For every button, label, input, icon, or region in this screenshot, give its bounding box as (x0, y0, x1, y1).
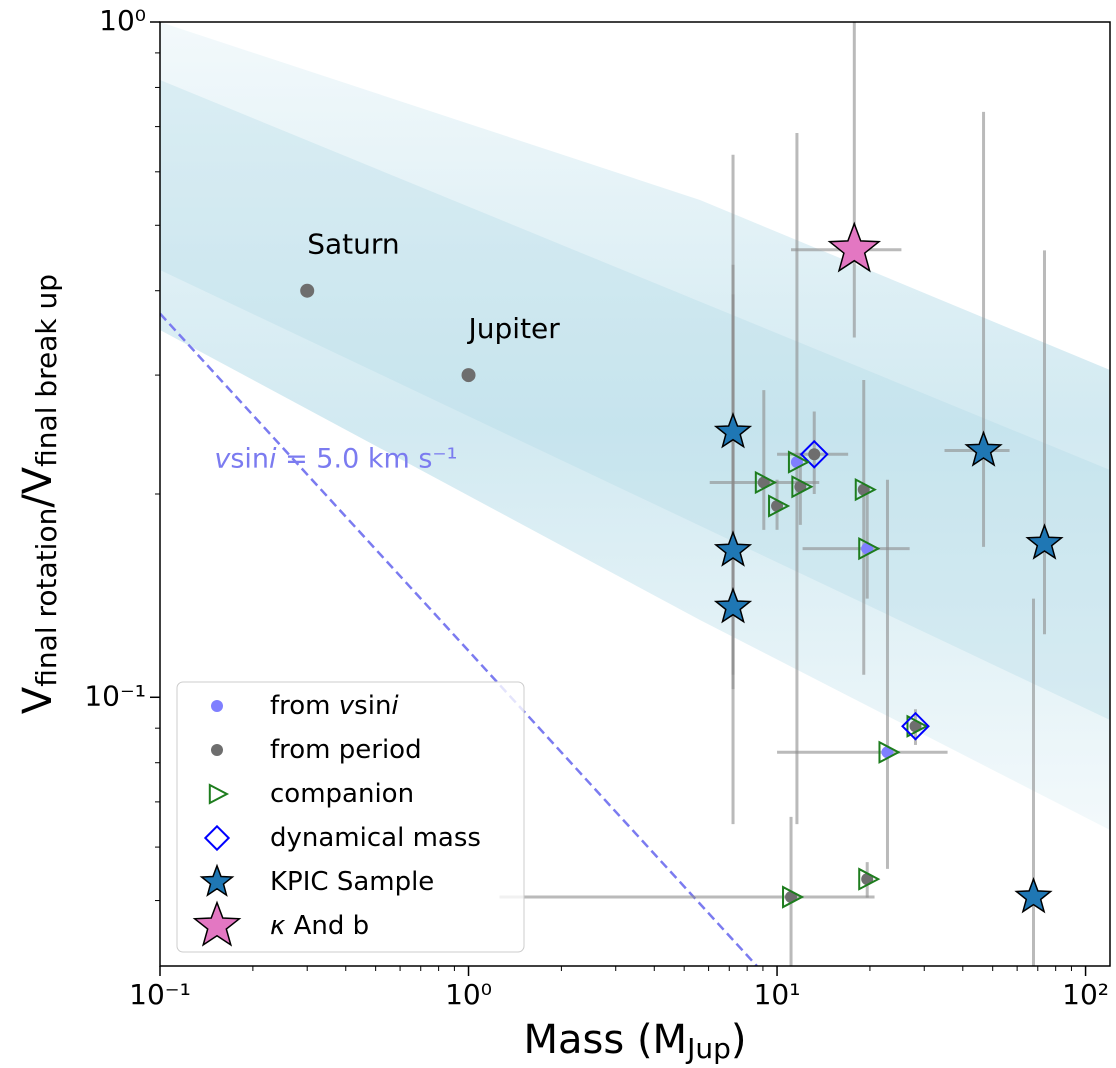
period-point (794, 480, 807, 493)
companion-marker (791, 475, 814, 499)
legend-label-part: v (339, 691, 355, 721)
kpic-star (199, 863, 235, 897)
dynamical-marker (901, 711, 930, 741)
x-axis-label-part: Jup (685, 1032, 731, 1065)
vsini-label-part: i (269, 443, 277, 474)
period-point (808, 448, 821, 461)
y-axis-label-part: /V (15, 466, 61, 507)
x-tick-label: 10¹ (754, 978, 801, 1011)
period-point (211, 744, 223, 756)
companion-marker (782, 885, 805, 909)
planet-point (300, 283, 315, 298)
period-point (771, 499, 784, 512)
y-tick-label: 10⁰ (99, 4, 146, 37)
legend-label-part: κ (270, 911, 286, 941)
y-tick-label: 10⁻¹ (84, 679, 146, 712)
kpic-star (713, 411, 753, 449)
x-axis-label-part: Mass (M (524, 1017, 688, 1063)
y-axis-label-part: V (15, 686, 61, 714)
companion-marker (858, 867, 881, 891)
companion-marker (208, 783, 230, 805)
legend-label: companion (270, 779, 414, 809)
companion-marker (906, 714, 929, 738)
planet-point (461, 368, 476, 383)
legend-label: KPIC Sample (270, 867, 434, 897)
kpic-star (713, 586, 753, 624)
vsini-label-part: sin (230, 443, 269, 474)
legend-label-part: companion (270, 779, 414, 809)
period-point (785, 891, 798, 904)
y-axis-label: Vfinal rotation/Vfinal break up (15, 274, 63, 714)
legend-label-part: KPIC Sample (270, 867, 434, 897)
companion-marker (754, 470, 777, 495)
period-point (861, 873, 874, 886)
companion-marker (768, 494, 791, 518)
companion-marker (787, 450, 811, 474)
vsini-line (160, 312, 758, 966)
legend-label-part: i (391, 691, 399, 721)
legend-label: dynamical mass (270, 823, 481, 853)
vsini-point (861, 542, 874, 555)
legend-label-part: from period (270, 735, 422, 765)
legend-box (176, 681, 525, 953)
kappa-star (192, 900, 242, 947)
dynamical-marker (203, 824, 231, 852)
x-axis-label: Mass (MJup) (524, 1017, 747, 1065)
vsini-point (211, 700, 223, 712)
vsini-point (790, 456, 803, 469)
legend-label: κ And b (270, 911, 369, 941)
posterior-band (160, 22, 1110, 830)
y-axis-label-part: final rotation (30, 508, 63, 687)
legend-label: from vsini (270, 691, 399, 721)
kpic-star (964, 430, 1003, 467)
vsini-label-part: = 5.0 km s⁻¹ (277, 443, 458, 474)
x-axis-label-part: ) (731, 1017, 747, 1063)
kpic-star (713, 530, 753, 567)
companion-marker (858, 536, 881, 561)
vsini-label: vsini = 5.0 km s⁻¹ (214, 443, 457, 474)
axes: 10⁻¹ 10⁰ 10¹ 10² 10⁻¹ 10⁰ Mass (MJup) Vfinal ro… (15, 4, 1109, 1065)
x-tick-label: 10⁻¹ (129, 978, 191, 1011)
period-point (857, 483, 870, 496)
companion-marker (878, 740, 901, 764)
kpic-star (1025, 523, 1064, 560)
vsini-label-part: v (214, 443, 231, 474)
planet-label: Jupiter (467, 312, 561, 345)
legend-label-part: from (270, 691, 339, 721)
y-axis-label-part: final break up (30, 274, 63, 467)
period-point (909, 720, 922, 733)
legend-label-part: And b (285, 911, 369, 941)
vsini-point (881, 746, 894, 759)
legend-label: from period (270, 735, 422, 765)
planet-label: Saturn (307, 228, 399, 261)
period-point (757, 476, 770, 489)
kpic-star (1014, 876, 1053, 914)
legend: from vsini from period companion dynamical … (176, 681, 525, 953)
companion-marker (854, 477, 877, 502)
dynamical-marker (799, 439, 829, 469)
x-tick-label: 10² (1062, 978, 1109, 1011)
legend-label-part: sin (354, 691, 391, 721)
legend-label-part: dynamical mass (270, 823, 481, 853)
x-tick-label: 10⁰ (445, 978, 492, 1011)
kappa-star (827, 221, 882, 273)
